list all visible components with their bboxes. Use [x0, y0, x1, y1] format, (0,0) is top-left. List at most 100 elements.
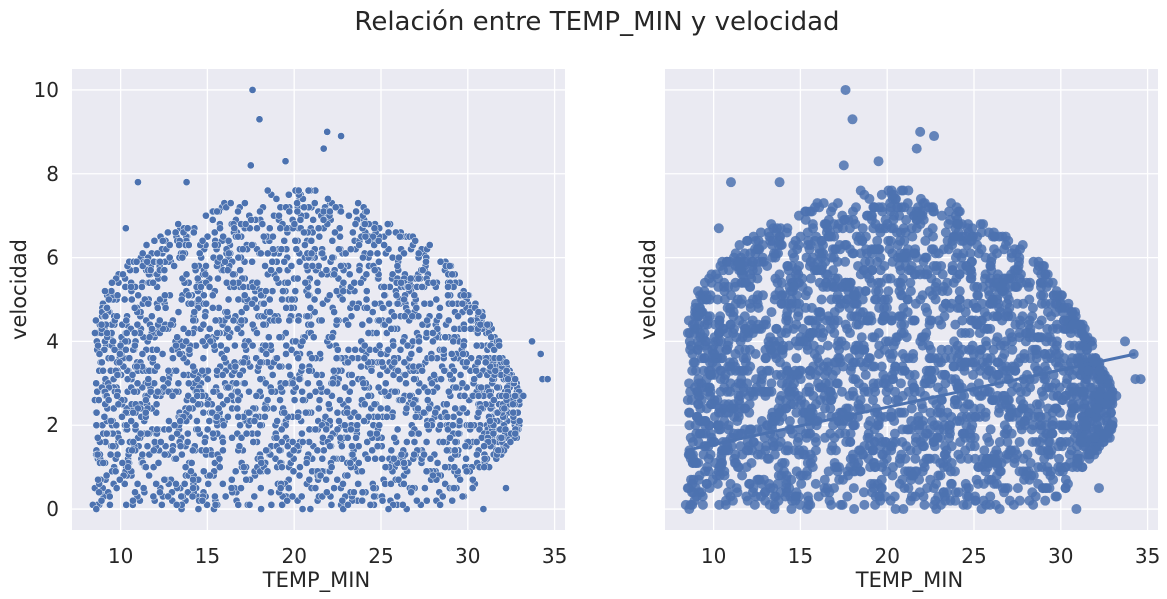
data-point [100, 345, 109, 354]
data-point [237, 484, 245, 492]
data-point [374, 236, 383, 245]
data-point [374, 383, 383, 392]
data-point [206, 337, 215, 346]
data-point [285, 316, 294, 325]
data-point [693, 311, 704, 322]
data-point [804, 411, 815, 422]
data-point [363, 304, 371, 312]
x-tick-label: 35 [542, 544, 567, 568]
data-point [810, 445, 821, 456]
data-point [793, 269, 804, 280]
data-point [92, 421, 101, 430]
data-point [402, 438, 411, 446]
data-point [298, 337, 307, 346]
data-point [323, 387, 332, 396]
data-point [388, 270, 397, 279]
data-point [797, 470, 808, 481]
x-tick-label: 20 [281, 544, 306, 568]
data-point [364, 329, 373, 337]
data-point [98, 358, 106, 367]
data-point [296, 216, 305, 224]
data-point [189, 475, 197, 484]
data-point [95, 488, 103, 497]
data-point [979, 445, 990, 456]
data-point [340, 421, 349, 430]
data-point [420, 299, 429, 308]
data-point [209, 387, 218, 396]
data-point [933, 382, 944, 393]
data-point [684, 420, 695, 431]
data-point [293, 274, 302, 283]
data-point [201, 312, 209, 321]
data-point [290, 220, 299, 228]
data-point [267, 488, 275, 497]
data-point [362, 207, 371, 216]
data-point [831, 462, 842, 473]
data-point [818, 198, 829, 209]
data-point [280, 236, 289, 245]
data-point [418, 283, 426, 291]
data-point [819, 483, 830, 494]
data-point [381, 379, 390, 388]
data-point [201, 270, 210, 279]
data-point [250, 492, 259, 501]
data-point [793, 260, 804, 271]
data-point [224, 383, 233, 392]
data-point [222, 345, 231, 354]
data-point [443, 412, 452, 421]
data-point [230, 224, 239, 233]
data-point [1003, 235, 1014, 246]
data-point [1027, 311, 1038, 322]
data-point [1085, 382, 1096, 393]
data-point [781, 474, 792, 485]
data-point [744, 399, 755, 410]
data-point [395, 375, 404, 383]
data-point [444, 387, 453, 396]
data-point [165, 417, 173, 425]
data-point [490, 396, 498, 404]
data-point [187, 299, 196, 308]
data-point [253, 329, 261, 337]
data-point [142, 463, 150, 471]
data-point [734, 240, 745, 251]
data-point [145, 333, 154, 342]
data-point [333, 475, 342, 484]
data-point [1014, 495, 1025, 506]
data-point [109, 337, 117, 346]
data-point [921, 365, 932, 376]
data-point [402, 379, 410, 388]
data-point [970, 453, 981, 464]
data-point [816, 235, 827, 246]
data-point [925, 344, 936, 355]
data-point [363, 438, 372, 446]
data-point [164, 366, 173, 375]
data-point [907, 378, 918, 389]
data-point [358, 496, 367, 505]
data-point [249, 438, 258, 446]
data-point [324, 400, 333, 409]
data-point [362, 270, 371, 279]
data-point [318, 454, 327, 463]
data-point [229, 278, 238, 287]
data-point [105, 492, 114, 501]
data-point [170, 262, 178, 270]
data-point [707, 474, 718, 485]
data-point [376, 350, 385, 358]
data-point [895, 378, 906, 389]
data-point [286, 371, 295, 379]
data-point [262, 350, 271, 358]
data-point [103, 304, 111, 312]
data-point [187, 459, 196, 467]
data-point [131, 488, 139, 497]
data-point [897, 474, 908, 485]
data-point [968, 369, 979, 380]
data-point [245, 501, 254, 509]
data-point [214, 274, 222, 283]
data-point [393, 299, 402, 308]
data-point [825, 323, 836, 334]
data-point [1095, 374, 1106, 385]
data-point [1062, 374, 1073, 385]
data-point [219, 438, 227, 446]
data-point [834, 474, 845, 485]
data-point [110, 345, 119, 354]
